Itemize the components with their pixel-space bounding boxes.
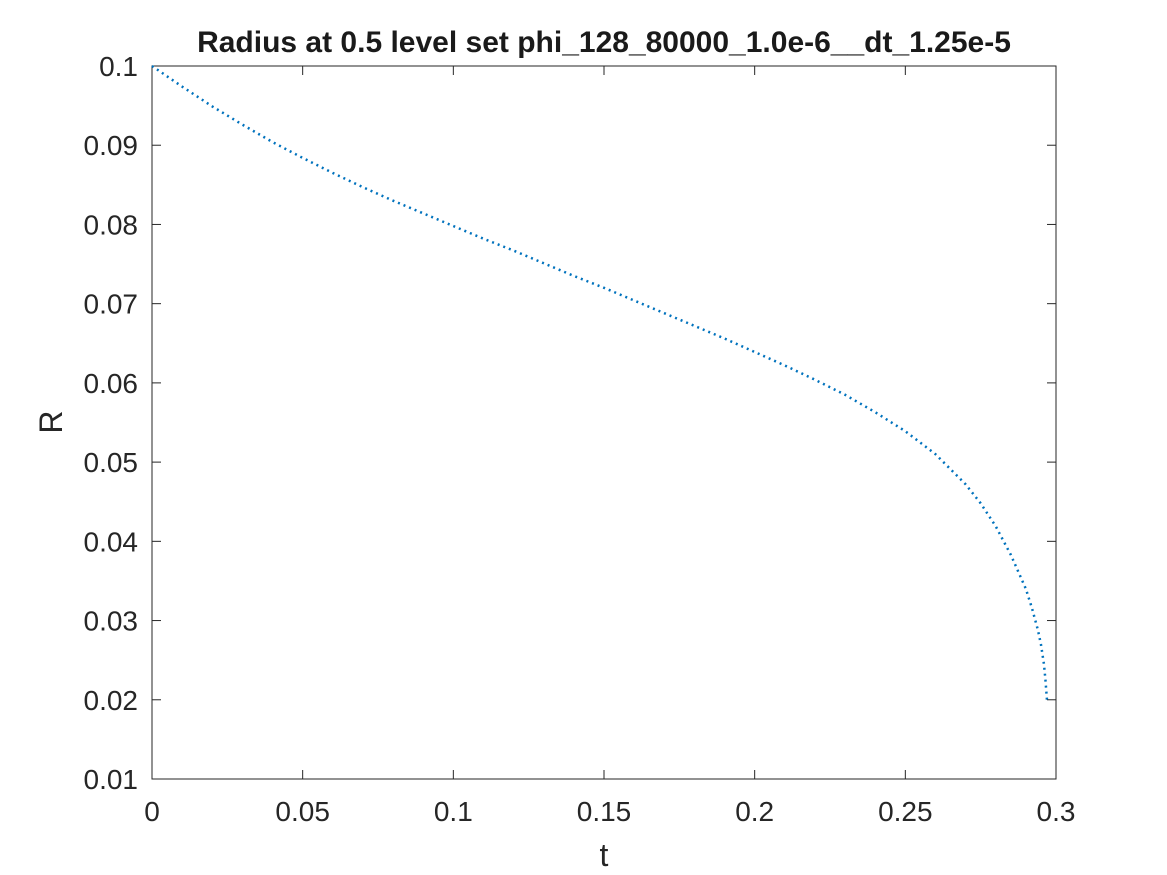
- y-tick-label: 0.04: [84, 526, 139, 557]
- tick-labels: 0 0.05 0.1 0.15 0.2 0.25 0.3 0.01 0.02 0.03 0.04 0.…: [84, 51, 1076, 827]
- x-tick-label: 0.2: [735, 796, 774, 827]
- axis-ticks: [151, 65, 1057, 780]
- x-tick-label: 0.3: [1037, 796, 1076, 827]
- x-tick-label: 0: [144, 796, 160, 827]
- x-axis-label: t: [600, 837, 609, 873]
- y-axis-label: R: [33, 410, 69, 433]
- y-tick-label: 0.09: [84, 130, 139, 161]
- x-tick-label: 0.25: [878, 796, 933, 827]
- y-tick-label: 0.05: [84, 447, 139, 478]
- y-tick-label: 0.02: [84, 685, 139, 716]
- x-tick-label: 0.1: [434, 796, 473, 827]
- y-tick-label: 0.1: [99, 51, 138, 82]
- y-tick-label: 0.01: [84, 764, 139, 795]
- axes-box: [151, 65, 1057, 780]
- x-tick-label: 0.05: [275, 796, 330, 827]
- y-tick-label: 0.08: [84, 209, 139, 240]
- chart-title: Radius at 0.5 level set phi_128_80000_1.…: [197, 26, 1011, 59]
- y-tick-label: 0.06: [84, 368, 139, 399]
- y-tick-label: 0.03: [84, 606, 139, 637]
- series-line-radius: [151, 64, 1049, 700]
- y-tick-label: 0.07: [84, 289, 139, 320]
- x-tick-label: 0.15: [577, 796, 632, 827]
